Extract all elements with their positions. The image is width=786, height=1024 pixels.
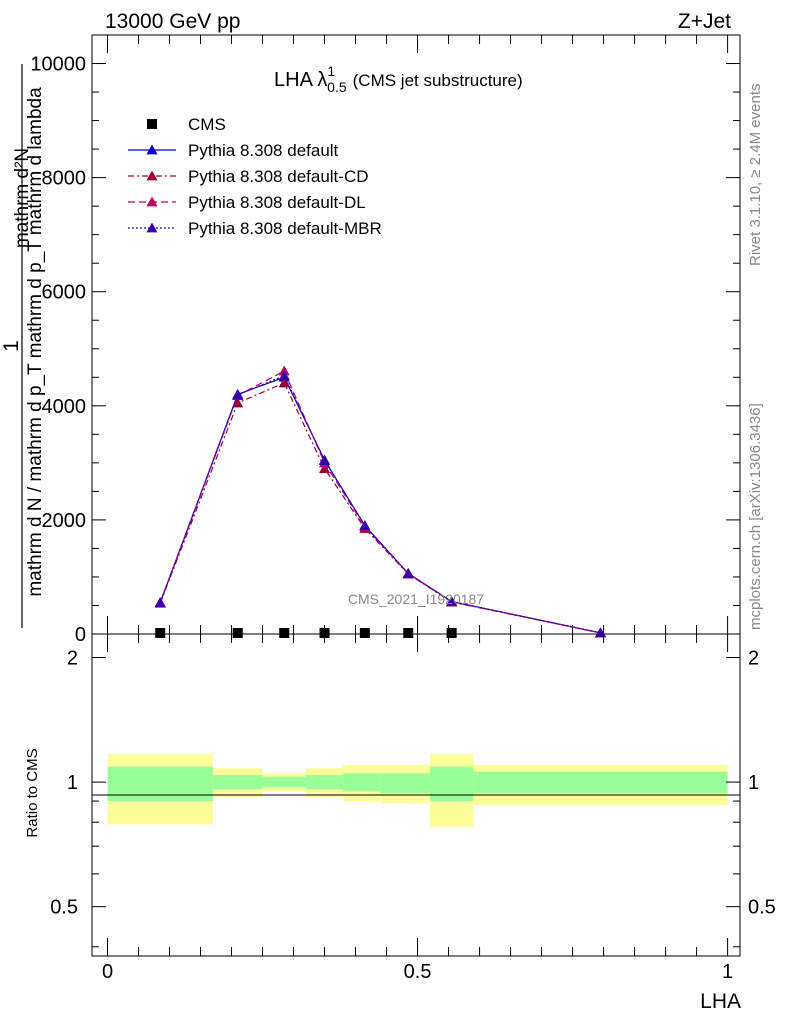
- main-y-label: 1 mathrm d N / mathrm d p_T mathrm d p_T…: [0, 64, 46, 628]
- x-tick-label: 0.5: [404, 961, 432, 983]
- series-marker-4: [359, 520, 371, 531]
- mcplots-label: mcplots.cern.ch [arXiv:1306.3436]: [747, 403, 764, 630]
- series-marker-4: [446, 595, 458, 606]
- series-line-2: [159, 382, 601, 634]
- chart-title: LHA λ1 0.5 (CMS jet substructure): [274, 63, 523, 95]
- band-inner-0: [107, 766, 213, 802]
- legend-label: Pythia 8.308 default-DL: [188, 193, 366, 212]
- header-left: 13000 GeV pp: [105, 10, 240, 33]
- cms-data-point: [279, 628, 290, 638]
- band-inner-2: [262, 776, 306, 788]
- series-group: [154, 365, 606, 638]
- y-tick-label: 8000: [42, 168, 87, 190]
- y-label-numerator: 1: [0, 340, 23, 352]
- band-inner-4: [343, 773, 381, 792]
- x-tick-label: 1: [722, 961, 733, 983]
- band-inner-7: [473, 771, 728, 794]
- y-label-denominator: mathrm d N / mathrm d p_T mathrm d p_T m…: [25, 87, 46, 597]
- cms-data-point: [403, 628, 414, 638]
- ratio-uncertainty-bands: [107, 753, 728, 827]
- x-tick-label: 0: [102, 961, 113, 983]
- y-tick-label: 6000: [42, 282, 87, 304]
- band-inner-6: [429, 766, 474, 802]
- series-marker-2: [278, 377, 290, 388]
- series-marker-4: [232, 389, 244, 400]
- y-label-overlay: mathrm d²N: [12, 148, 33, 248]
- cms-data-point: [319, 628, 330, 638]
- series-marker-4: [319, 455, 331, 465]
- legend-item-2: Pythia 8.308 default-CD: [128, 167, 369, 186]
- series-4: [154, 370, 606, 638]
- ratio-y-tick-label-right: 1: [748, 772, 759, 794]
- ratio-y-tick-label: 2: [67, 648, 78, 670]
- legend-label: Pythia 8.308 default: [188, 141, 339, 160]
- header-right: Z+Jet: [678, 10, 731, 33]
- legend-marker: [146, 170, 158, 181]
- legend-item-0: CMS: [147, 115, 226, 134]
- legend-label: CMS: [188, 115, 226, 134]
- cms-data-point: [359, 628, 370, 638]
- x-axis-label: LHA: [700, 990, 741, 1013]
- cms-data-point: [232, 628, 243, 638]
- series-line-3: [159, 370, 601, 634]
- legend: CMS Pythia 8.308 default Pythia 8.308 defa…: [128, 115, 382, 238]
- y-tick-label: 4000: [42, 396, 87, 418]
- series-marker-4: [278, 370, 290, 380]
- y-tick-label: 2000: [42, 510, 87, 532]
- main-y-axis: 0 2000 4000 6000 8000 10000: [30, 34, 740, 646]
- legend-item-4: Pythia 8.308 default-MBR: [128, 219, 382, 238]
- rivet-label: Rivet 3.1.10, ≥ 2.4M events: [747, 84, 764, 267]
- cms-data-point: [155, 628, 166, 638]
- series-marker-2: [319, 463, 331, 473]
- ratio-y-label: Ratio to CMS: [24, 748, 41, 837]
- band-inner-3: [305, 775, 344, 790]
- ratio-y-axis: 0.5 0.5 1 1 2 2: [50, 648, 776, 948]
- ratio-y-tick-label-right: 0.5: [748, 897, 776, 919]
- legend-item-3: Pythia 8.308 default-DL: [128, 193, 366, 212]
- ratio-y-tick-label: 0.5: [50, 897, 78, 919]
- y-tick-label: 0: [75, 624, 86, 646]
- series-0: [155, 628, 457, 638]
- band-inner-1: [212, 775, 263, 790]
- legend-label: Pythia 8.308 default-MBR: [188, 219, 382, 238]
- series-marker-2: [232, 397, 244, 408]
- legend-marker: [146, 144, 158, 155]
- ratio-y-tick-label: 1: [67, 772, 78, 794]
- ratio-y-tick-label-right: 2: [748, 648, 759, 670]
- band-inner-5: [380, 773, 430, 794]
- series-line-4: [159, 374, 601, 634]
- legend-marker: [147, 119, 157, 129]
- legend-item-1: Pythia 8.308 default: [128, 141, 339, 160]
- legend-marker: [146, 196, 158, 207]
- y-tick-label: 10000: [30, 54, 86, 76]
- series-marker-4: [154, 597, 166, 608]
- watermark: CMS_2021_I1920187: [348, 591, 484, 607]
- legend-marker: [146, 222, 158, 233]
- x-axis: 0 0.5 1: [102, 35, 733, 983]
- cms-data-point: [446, 628, 457, 638]
- series-marker-4: [594, 627, 606, 638]
- series-marker-4: [402, 568, 414, 578]
- legend-label: Pythia 8.308 default-CD: [188, 167, 369, 186]
